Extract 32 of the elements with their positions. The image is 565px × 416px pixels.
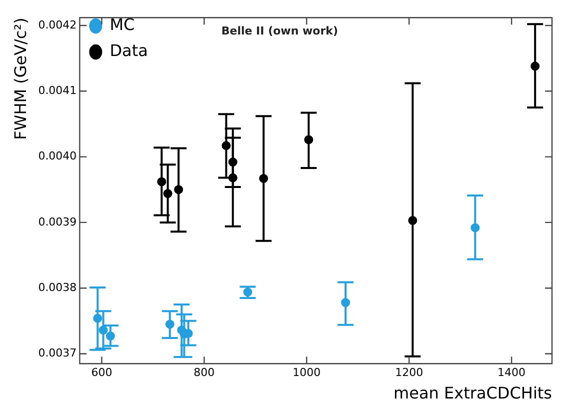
x-tick-label: 1000 [292,366,321,380]
point [163,189,172,198]
point [408,216,418,225]
point [470,223,480,232]
legend-label: Data [110,41,148,60]
annotation: Belle II (own work) [221,24,338,38]
point [304,135,314,144]
point [165,320,174,329]
point [341,298,350,308]
point [106,332,115,341]
y-tick-label: 0.0040 [38,150,77,163]
y-tick-label: 0.0039 [38,215,77,228]
y-axis-title: FWHM (GeV/c²) [10,18,30,140]
x-tick-label: 600 [91,366,112,380]
point [530,62,540,71]
point [174,185,184,194]
x-tick-label: 1400 [498,366,526,380]
y-tick-label: 0.0037 [38,346,77,360]
x-tick-label: 1200 [395,366,424,380]
x-axis-title: mean ExtraCDCHits [394,384,552,403]
point [98,326,108,335]
point [157,177,166,186]
x-tick-label: 800 [194,366,215,380]
point [228,158,238,167]
legend-label: MC [110,15,135,34]
point [259,174,268,183]
y-tick-label: 0.0041 [38,84,77,97]
point [222,141,231,150]
point [228,173,238,182]
point [93,314,102,323]
y-tick-label: 0.0042 [38,18,77,32]
y-tick-label: 0.0038 [38,280,77,294]
